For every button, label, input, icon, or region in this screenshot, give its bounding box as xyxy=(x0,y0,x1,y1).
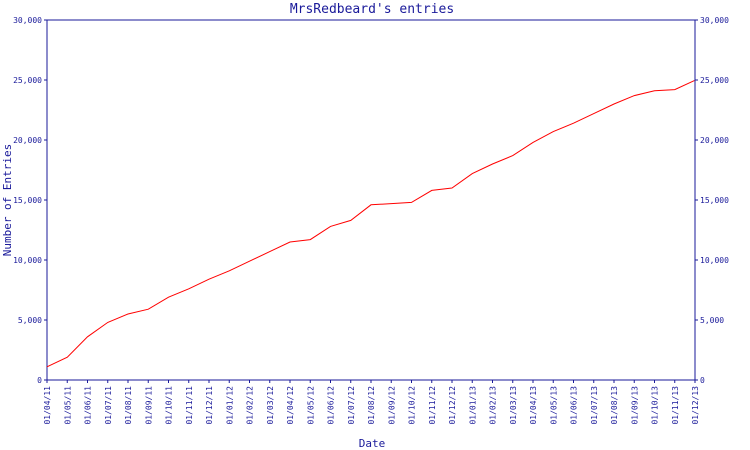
x-tick-label: 01/07/13 xyxy=(590,386,599,425)
chart-title: MrsRedbeard's entries xyxy=(290,2,454,17)
x-tick-label: 01/09/12 xyxy=(387,386,396,425)
y-axis-label: Number of Entries xyxy=(1,144,14,257)
x-tick-label: 01/09/11 xyxy=(144,386,153,425)
y-tick-label-left: 20,000 xyxy=(13,136,42,145)
x-axis-label: Date xyxy=(359,437,386,450)
x-tick-label: 01/10/13 xyxy=(651,386,660,425)
x-tick-label: 01/03/13 xyxy=(509,386,518,425)
x-tick-label: 01/01/13 xyxy=(468,386,477,425)
y-tick-label-right: 5,000 xyxy=(700,316,724,325)
y-tick-label-right: 25,000 xyxy=(700,76,729,85)
x-tick-label: 01/05/13 xyxy=(549,386,558,425)
x-tick-label: 01/10/12 xyxy=(408,386,417,425)
x-tick-label: 01/04/13 xyxy=(529,386,538,425)
x-tick-label: 01/12/13 xyxy=(691,386,700,425)
x-tick-label: 01/10/11 xyxy=(165,386,174,425)
y-tick-label-left: 10,000 xyxy=(13,256,42,265)
x-tick-label: 01/11/13 xyxy=(671,386,680,425)
x-tick-label: 01/02/13 xyxy=(489,386,498,425)
x-tick-label: 01/03/12 xyxy=(266,386,275,425)
x-tick-label: 01/06/11 xyxy=(84,386,93,425)
y-tick-label-left: 15,000 xyxy=(13,196,42,205)
x-tick-label: 01/05/11 xyxy=(63,386,72,425)
y-tick-label-right: 0 xyxy=(700,376,705,385)
x-axis: 01/04/11 01/05/11 01/06/11 01/07/11 01/08/11… xyxy=(43,380,700,425)
x-tick-label: 01/06/13 xyxy=(570,386,579,425)
x-tick-label: 01/06/12 xyxy=(327,386,336,425)
y-tick-label-right: 20,000 xyxy=(700,136,729,145)
x-tick-label: 01/07/11 xyxy=(104,386,113,425)
y-tick-label-left: 5,000 xyxy=(18,316,42,325)
x-tick-label: 01/09/13 xyxy=(630,386,639,425)
x-tick-label: 01/05/12 xyxy=(306,386,315,425)
x-tick-label: 01/04/12 xyxy=(286,386,295,425)
x-tick-label: 01/02/12 xyxy=(246,386,255,425)
x-tick-label: 01/08/13 xyxy=(610,386,619,425)
x-tick-label: 01/08/11 xyxy=(124,386,133,425)
x-tick-label: 01/11/12 xyxy=(428,386,437,425)
series-layer xyxy=(46,80,695,368)
series-line xyxy=(46,80,695,368)
y-tick-label-right: 10,000 xyxy=(700,256,729,265)
plot-area-frame xyxy=(46,19,696,381)
y-tick-label-right: 30,000 xyxy=(700,16,729,25)
x-tick-label: 01/12/12 xyxy=(448,386,457,425)
x-tick-label: 01/07/12 xyxy=(347,386,356,425)
x-tick-label: 01/08/12 xyxy=(367,386,376,425)
y-axis-left: 0 5,000 10,000 15,000 20,000 25,000 30,000 xyxy=(13,16,47,385)
y-tick-label-right: 15,000 xyxy=(700,196,729,205)
y-tick-label-left: 25,000 xyxy=(13,76,42,85)
x-tick-label: 01/01/12 xyxy=(225,386,234,425)
y-axis-right: 0 5,000 10,000 15,000 20,000 25,000 30,000 xyxy=(695,16,729,385)
y-tick-label-left: 30,000 xyxy=(13,16,42,25)
y-tick-label-left: 0 xyxy=(37,376,42,385)
x-tick-label: 01/12/11 xyxy=(205,386,214,425)
x-tick-label: 01/11/11 xyxy=(185,386,194,425)
x-tick-label: 01/04/11 xyxy=(43,386,52,425)
